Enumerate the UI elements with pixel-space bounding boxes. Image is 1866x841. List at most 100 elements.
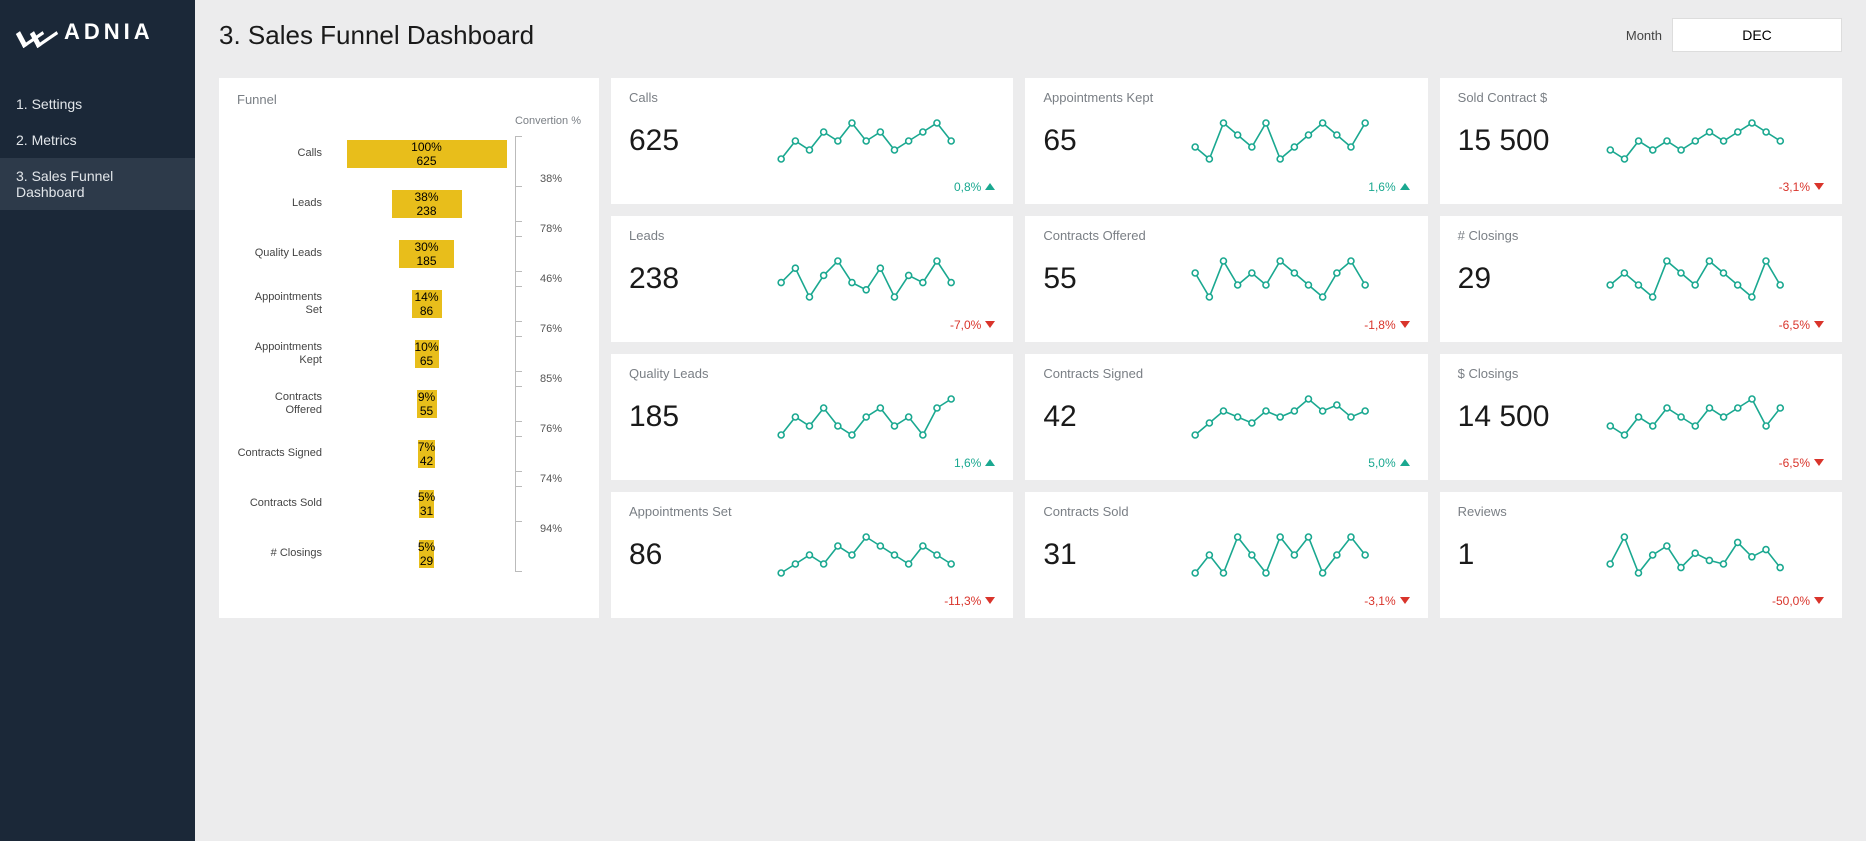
metric-change-value: -3,1% bbox=[1779, 180, 1810, 194]
metric-card: Quality Leads1851,6% bbox=[611, 354, 1013, 480]
funnel-bar: 5%31 bbox=[419, 490, 434, 519]
sidebar-item-2[interactable]: 3. Sales Funnel Dashboard bbox=[0, 158, 195, 210]
metric-card: $ Closings14 500-6,5% bbox=[1440, 354, 1842, 480]
sparkline-wrap bbox=[1151, 533, 1409, 577]
funnel-row: Appointments Kept10%65 bbox=[237, 329, 521, 379]
funnel-bar-area: 7%42 bbox=[332, 440, 521, 469]
funnel-conversion-value: 74% bbox=[521, 454, 581, 504]
funnel-bar-area: 38%238 bbox=[332, 190, 521, 219]
metric-value: 238 bbox=[629, 262, 719, 296]
metric-change: 1,6% bbox=[1043, 180, 1409, 194]
metric-change-value: -11,3% bbox=[944, 594, 981, 608]
metric-card: Calls6250,8% bbox=[611, 78, 1013, 204]
funnel-conversion-column: 38%78%46%76%85%76%74%94% bbox=[521, 129, 581, 579]
metric-change-value: -6,5% bbox=[1779, 456, 1810, 470]
sparkline-wrap bbox=[737, 119, 995, 163]
sparkline-wrap bbox=[1151, 257, 1409, 301]
logo: ADNIA bbox=[0, 18, 195, 86]
sparkline bbox=[1151, 119, 1409, 163]
metric-value: 625 bbox=[629, 124, 719, 158]
metric-card: Appointments Kept 65 1,6% bbox=[1025, 78, 1427, 204]
metric-body: 238 bbox=[629, 257, 995, 301]
metric-value: 86 bbox=[629, 538, 719, 572]
funnel-bar-area: 5%31 bbox=[332, 490, 521, 519]
metric-change-value: -50,0% bbox=[1772, 594, 1810, 608]
sparkline-wrap bbox=[737, 395, 995, 439]
metric-title: Calls bbox=[629, 90, 995, 105]
metric-title: Appointments Kept bbox=[1043, 90, 1409, 105]
funnel-row: Appointments Set14%86 bbox=[237, 279, 521, 329]
sparkline-wrap bbox=[1566, 257, 1824, 301]
funnel-conversion-value: 46% bbox=[521, 254, 581, 304]
sidebar-item-0[interactable]: 1. Settings bbox=[0, 86, 195, 122]
sparkline bbox=[1151, 395, 1409, 439]
funnel-row: # Closings5%29 bbox=[237, 529, 521, 579]
funnel-conversion-value: 76% bbox=[521, 304, 581, 354]
funnel-bar: 7%42 bbox=[418, 440, 435, 469]
sidebar-item-1[interactable]: 2. Metrics bbox=[0, 122, 195, 158]
funnel-bar-pct: 14% bbox=[414, 290, 438, 304]
funnel-bar-value: 185 bbox=[416, 254, 436, 268]
trend-down-icon bbox=[1814, 597, 1824, 604]
funnel-bar-value: 31 bbox=[420, 504, 433, 518]
funnel-bar: 100%625 bbox=[347, 140, 507, 169]
funnel-bar-pct: 7% bbox=[418, 440, 435, 454]
metric-title: Quality Leads bbox=[629, 366, 995, 381]
trend-down-icon bbox=[1814, 321, 1824, 328]
metric-title: Sold Contract $ bbox=[1458, 90, 1824, 105]
trend-down-icon bbox=[1814, 459, 1824, 466]
funnel-conversion-value: 76% bbox=[521, 404, 581, 454]
trend-down-icon bbox=[1400, 321, 1410, 328]
funnel-bar: 14%86 bbox=[412, 290, 442, 319]
funnel-bar-pct: 100% bbox=[411, 140, 442, 154]
metric-change: -3,1% bbox=[1458, 180, 1824, 194]
metric-body: 1 bbox=[1458, 533, 1824, 577]
metric-body: 65 bbox=[1043, 119, 1409, 163]
funnel-bar-area: 10%65 bbox=[332, 340, 521, 369]
metric-change-value: 5,0% bbox=[1368, 456, 1395, 470]
funnel-row-label: Contracts Sold bbox=[237, 497, 332, 510]
cards-grid: Funnel Convertion % Calls100%625Leads38%… bbox=[219, 78, 1842, 618]
metric-card: Leads238-7,0% bbox=[611, 216, 1013, 342]
funnel-bar: 5%29 bbox=[419, 540, 434, 569]
month-select[interactable] bbox=[1672, 18, 1842, 52]
metric-body: 86 bbox=[629, 533, 995, 577]
funnel-bar-value: 55 bbox=[420, 404, 433, 418]
funnel-row-label: Appointments Kept bbox=[237, 341, 332, 367]
metric-change-value: -7,0% bbox=[950, 318, 981, 332]
sparkline-wrap bbox=[1567, 395, 1824, 439]
metric-column-3: Sold Contract $15 500-3,1%# Closings29-6… bbox=[1440, 78, 1842, 618]
funnel-bar-pct: 5% bbox=[418, 490, 435, 504]
sparkline bbox=[737, 395, 995, 439]
metric-body: 31 bbox=[1043, 533, 1409, 577]
metric-change-value: 1,6% bbox=[1368, 180, 1395, 194]
metric-body: 42 bbox=[1043, 395, 1409, 439]
trend-up-icon bbox=[1400, 183, 1410, 190]
sparkline bbox=[737, 533, 995, 577]
metric-title: Appointments Set bbox=[629, 504, 995, 519]
metric-body: 625 bbox=[629, 119, 995, 163]
metric-title: # Closings bbox=[1458, 228, 1824, 243]
metric-column-2: Appointments Kept 65 1,6% Contracts Offered… bbox=[1025, 78, 1427, 618]
metric-title: Contracts Offered bbox=[1043, 228, 1409, 243]
metric-change: 5,0% bbox=[1043, 456, 1409, 470]
sparkline-wrap bbox=[1566, 533, 1824, 577]
metric-title: Contracts Sold bbox=[1043, 504, 1409, 519]
metric-change-value: -3,1% bbox=[1364, 594, 1395, 608]
metric-body: 55 bbox=[1043, 257, 1409, 301]
sparkline-wrap bbox=[1151, 119, 1409, 163]
funnel-row: Contracts Signed7%42 bbox=[237, 429, 521, 479]
metric-change-value: -1,8% bbox=[1364, 318, 1395, 332]
funnel-bar-value: 625 bbox=[416, 154, 436, 168]
header-row: 3. Sales Funnel Dashboard Month bbox=[219, 18, 1842, 52]
trend-down-icon bbox=[1400, 597, 1410, 604]
sparkline bbox=[1151, 257, 1409, 301]
funnel-row-label: Quality Leads bbox=[237, 247, 332, 260]
funnel-rows: Calls100%625Leads38%238Quality Leads30%1… bbox=[237, 129, 521, 579]
funnel-bar: 30%185 bbox=[399, 240, 454, 269]
funnel-bar-value: 86 bbox=[420, 304, 433, 318]
funnel-conversion-title: Convertion % bbox=[237, 115, 581, 127]
metric-value: 185 bbox=[629, 400, 719, 434]
metric-card: Reviews1-50,0% bbox=[1440, 492, 1842, 618]
funnel-bar-area: 30%185 bbox=[332, 240, 521, 269]
